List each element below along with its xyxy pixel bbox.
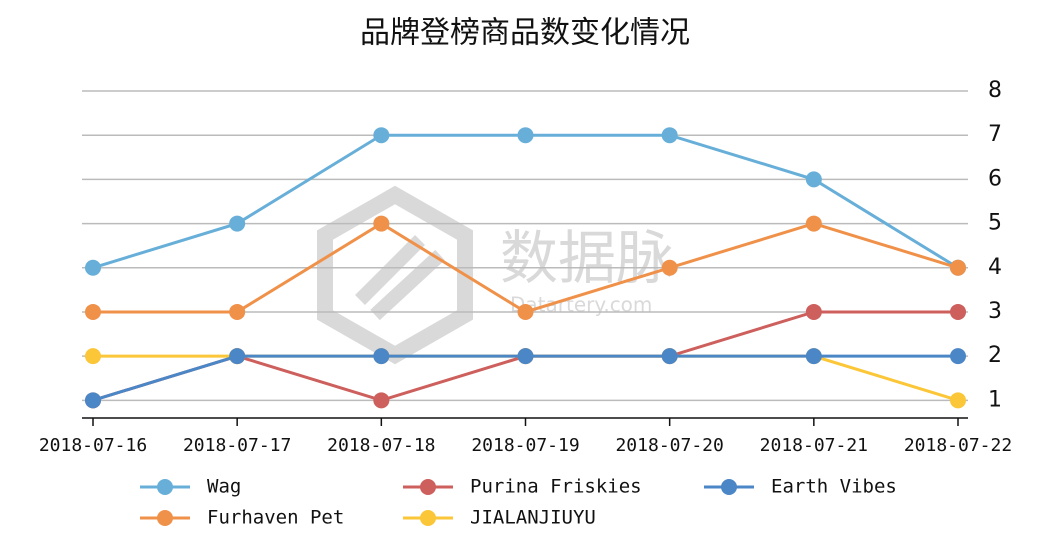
data-point: [805, 303, 822, 320]
data-point: [950, 259, 966, 276]
data-point: [373, 392, 390, 409]
x-tick-label: 2018-07-17: [183, 435, 291, 456]
x-tick-label: 2018-07-21: [760, 435, 868, 456]
watermark-text: 数据脉: [500, 224, 674, 292]
y-tick-label: 4: [988, 255, 1002, 280]
data-point: [517, 348, 534, 365]
data-point: [85, 392, 101, 409]
x-tick-label: 2018-07-18: [327, 435, 435, 456]
y-tick-label: 6: [988, 166, 1002, 191]
x-tick-label: 2018-07-20: [615, 435, 723, 456]
x-tick-label: 2018-07-19: [471, 435, 579, 456]
y-tick-label: 5: [988, 211, 1002, 236]
data-point: [517, 127, 534, 144]
legend-marker: [721, 479, 737, 495]
legend-label: Purina Friskies: [470, 476, 642, 498]
legend-label: Furhaven Pet: [207, 507, 344, 529]
data-point: [85, 348, 101, 365]
data-point: [661, 348, 678, 365]
data-point: [229, 348, 246, 365]
chart-title: 品牌登榜商品数变化情况: [360, 16, 690, 51]
data-point: [661, 259, 678, 276]
data-point: [517, 303, 534, 320]
legend-label: Earth Vibes: [771, 476, 897, 498]
x-tick-label: 2018-07-16: [39, 435, 147, 456]
legend-marker: [157, 510, 173, 526]
data-point: [805, 348, 822, 365]
legend-label: Wag: [207, 476, 241, 498]
data-point: [85, 303, 101, 320]
legend-marker: [420, 510, 436, 526]
legend-marker: [420, 479, 436, 495]
data-point: [661, 127, 678, 144]
data-point: [373, 348, 390, 365]
y-tick-label: 3: [988, 299, 1002, 324]
data-point: [950, 348, 966, 365]
data-point: [373, 215, 390, 232]
y-tick-label: 7: [988, 122, 1002, 147]
x-tick-label: 2018-07-22: [904, 435, 1012, 456]
y-tick-label: 1: [988, 387, 1002, 412]
legend-marker: [157, 479, 173, 495]
data-point: [805, 215, 822, 232]
data-point: [950, 392, 966, 409]
data-point: [805, 171, 822, 188]
data-point: [229, 215, 246, 232]
y-tick-label: 2: [988, 343, 1002, 368]
data-point: [373, 127, 390, 144]
y-tick-label: 8: [988, 78, 1002, 103]
legend-label: JIALANJIUYU: [470, 507, 596, 529]
data-point: [950, 303, 966, 320]
data-point: [229, 303, 246, 320]
data-point: [85, 259, 101, 276]
